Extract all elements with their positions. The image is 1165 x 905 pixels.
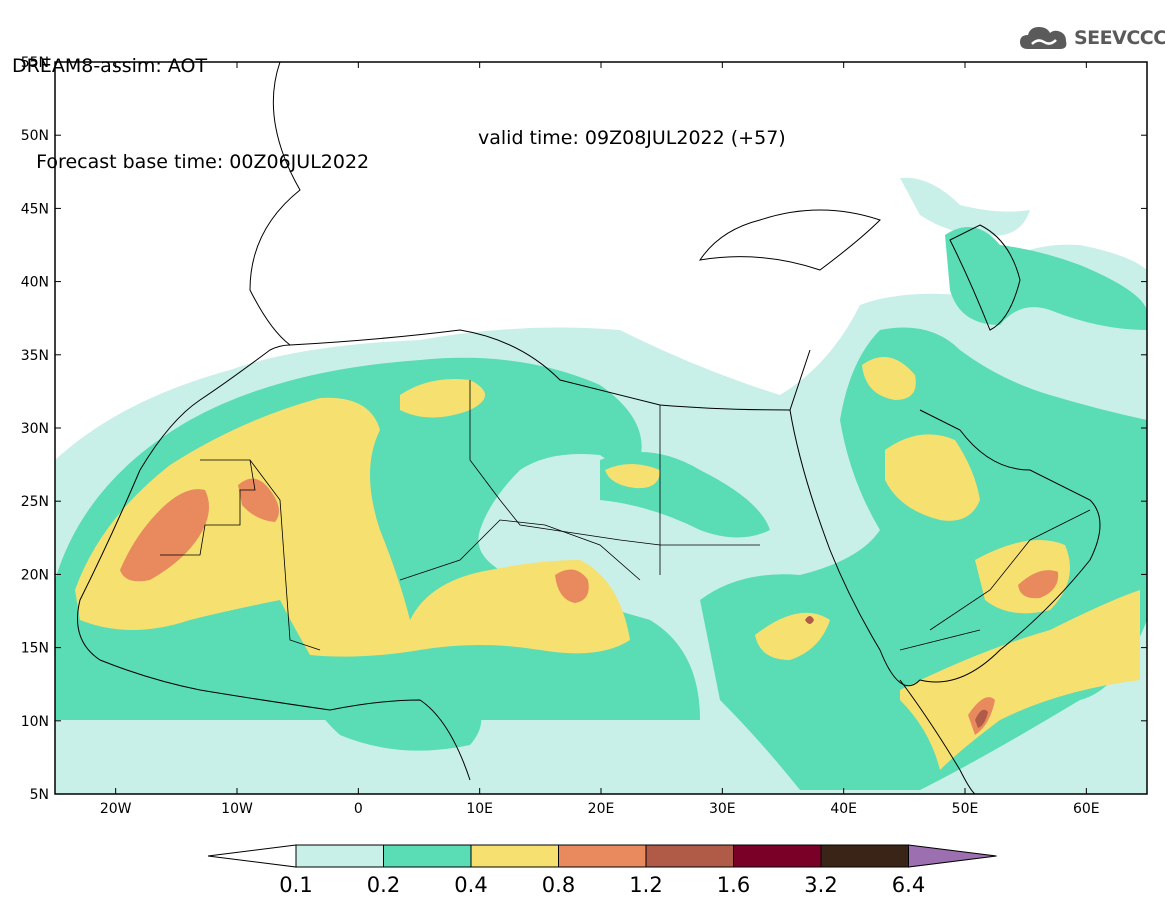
aot-band-0.4-arabia	[885, 434, 980, 521]
colorbar-swatch	[295, 844, 384, 868]
aot-band-1.2-sudan	[805, 616, 814, 624]
lat-tick-label: 5N	[30, 787, 49, 803]
aot-band-0.4-somalia	[900, 590, 1140, 770]
aot-band-0.8-chad	[555, 569, 589, 603]
lon-tick-label: 40E	[830, 801, 857, 817]
aot-band-0.4-oman	[975, 540, 1070, 614]
lon-tick-label: 10W	[221, 801, 253, 817]
base-time: Forecast base time: 00Z06JUL2022	[36, 151, 370, 173]
colorbar-swatch	[383, 844, 472, 868]
lat-tick-label: 10N	[21, 714, 49, 730]
aot-band-1.2-somalia	[975, 709, 988, 728]
logo-text: SEEVCCC	[1074, 27, 1165, 49]
lon-tick-label: 20W	[100, 801, 132, 817]
lon-tick-label: 0	[354, 801, 363, 817]
aot-band-0.8-mauritania	[120, 489, 209, 582]
seevccc-logo: SEEVCCC	[1018, 22, 1165, 54]
colorbar-swatch	[645, 844, 734, 868]
aot-band-0.1-caspian	[900, 177, 1030, 236]
colorbar-label: 0.8	[542, 873, 575, 897]
aot-band-0.4-iraq	[862, 357, 916, 400]
map-title: DREAM8-assim: AOT Forecast base time: 00…	[12, 6, 786, 246]
lon-tick-label: 50E	[952, 801, 979, 817]
colorbar-label: 1.2	[629, 873, 662, 897]
lat-tick-label: 55N	[21, 55, 49, 71]
lat-tick-label: 45N	[21, 201, 49, 217]
colorbar-label: 0.4	[454, 873, 487, 897]
colorbar: 0.1 0.2 0.4 0.8 1.2 1.6 3.2 6.4	[207, 844, 997, 897]
cloud-icon	[1020, 27, 1067, 49]
lon-tick-label: 10E	[466, 801, 493, 817]
lon-tick-label: 60E	[1073, 801, 1100, 817]
colorbar-label: 3.2	[804, 873, 837, 897]
lat-tick-label: 15N	[21, 641, 49, 657]
colorbar-swatch	[820, 844, 909, 868]
lon-tick-label: 20E	[588, 801, 615, 817]
colorbar-swatch	[470, 844, 559, 868]
aot-band-0.4-tunisia	[400, 379, 485, 418]
colorbar-label: 0.2	[367, 873, 400, 897]
lat-tick-label: 40N	[21, 275, 49, 291]
aot-band-0.4-sudan	[755, 612, 830, 660]
colorbar-over-triangle	[908, 844, 997, 868]
aot-field	[55, 177, 1147, 794]
colorbar-under-triangle	[207, 844, 297, 868]
lon-axis: 20W 10W 0 10E 20E 30E 40E 50E 60E	[100, 62, 1100, 817]
lon-tick-label: 30E	[709, 801, 736, 817]
lat-tick-label: 35N	[21, 348, 49, 364]
colorbar-label: 1.6	[717, 873, 750, 897]
lat-axis: 55N 50N 45N 40N 35N 30N 25N 20N 15N 10N 5N	[21, 55, 1147, 803]
colorbar-label: 6.4	[892, 873, 925, 897]
aot-band-0.2-sahel	[308, 657, 482, 751]
aot-band-0.8-oman	[1018, 570, 1059, 599]
lat-tick-label: 50N	[21, 128, 49, 144]
lat-tick-label: 20N	[21, 567, 49, 583]
lat-tick-label: 25N	[21, 494, 49, 510]
title-line-1: DREAM8-assim: AOT	[12, 55, 208, 77]
colorbar-swatch	[733, 844, 822, 868]
aot-band-0.8-mali	[238, 478, 279, 522]
lat-tick-label: 30N	[21, 421, 49, 437]
aot-band-0.2-caspian	[945, 227, 1147, 330]
borders	[160, 380, 1091, 651]
colorbar-swatch	[558, 844, 647, 868]
aot-band-0.4-west	[75, 397, 630, 657]
colorbar-label: 0.1	[279, 873, 312, 897]
title-line-2: Forecast base time: 00Z06JUL2022 valid t…	[12, 126, 786, 222]
aot-band-0.4-libya	[605, 464, 660, 489]
coastlines	[77, 62, 1101, 794]
valid-time: valid time: 09Z08JUL2022 (+57)	[478, 127, 786, 149]
